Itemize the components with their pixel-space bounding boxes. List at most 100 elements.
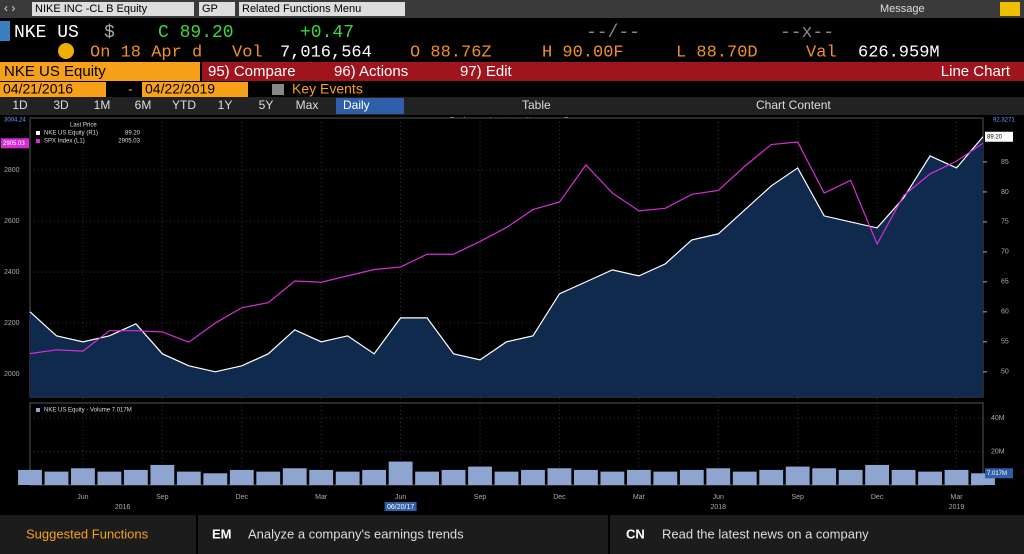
legend-label: SPX Index (L1) — [44, 139, 85, 145]
area — [30, 136, 983, 397]
x-tick-label: Dec — [553, 494, 566, 501]
x-tick-label: Mar — [950, 494, 963, 501]
year-label: 2018 — [710, 504, 726, 511]
y2-tick-label: 85 — [1001, 159, 1009, 166]
volume-bar — [150, 464, 175, 485]
volume-bar — [706, 468, 731, 485]
cursor-box — [384, 502, 417, 511]
y2-tick-label: 50 — [1001, 369, 1009, 376]
size: --x-- — [780, 23, 834, 43]
x-tick-label: Mar — [315, 494, 328, 501]
start: 04/21/2016 — [3, 81, 73, 97]
line — [29, 136, 984, 373]
compare[interactable]: 95) Compare — [208, 63, 296, 80]
volume-bar — [785, 466, 810, 485]
table[interactable]: Table — [522, 98, 551, 112]
footer — [0, 515, 1024, 554]
clock-icon — [58, 43, 74, 59]
y2-tick-label: 60 — [1001, 309, 1009, 316]
volume-bar — [18, 469, 42, 485]
y2-tick-label: 70 — [1001, 249, 1009, 256]
volume-bar — [97, 471, 122, 485]
quote-marker — [0, 21, 10, 41]
volume-bar — [944, 469, 969, 485]
line — [29, 141, 984, 355]
year-label: 2019 — [949, 504, 965, 511]
fn-text[interactable]: Analyze a company's earnings trends — [248, 526, 464, 541]
period[interactable]: 1D — [12, 98, 28, 112]
volume-bar — [494, 471, 519, 485]
y-tick-label: 2000 — [4, 371, 20, 378]
y2-tick-label: 55 — [1001, 339, 1009, 346]
fn-code[interactable]: CN — [626, 526, 645, 541]
year-label: 2016 — [115, 504, 131, 511]
key-events-check[interactable] — [272, 84, 284, 95]
volume-bar — [256, 471, 281, 485]
volume-bar — [388, 461, 413, 485]
last-tag — [1, 138, 29, 149]
equity: NKE US Equity — [4, 63, 106, 80]
actions[interactable]: 96) Actions — [334, 63, 408, 80]
volume-bar — [865, 464, 890, 485]
period[interactable]: 3D — [53, 98, 69, 112]
chart-content[interactable]: Chart Content — [756, 98, 831, 112]
period[interactable]: 6M — [135, 98, 152, 112]
y2-tick-label: 40M — [991, 415, 1005, 422]
toolbar-bar — [202, 62, 1024, 81]
volume-bar — [176, 471, 201, 485]
x-tick-label: Sep — [156, 494, 169, 501]
end-box[interactable] — [142, 82, 248, 97]
help[interactable] — [1000, 2, 1020, 16]
volume-bar — [732, 471, 757, 485]
volume-bar — [44, 471, 69, 485]
legend-swatch — [36, 139, 40, 143]
security-box[interactable] — [32, 2, 194, 16]
gp-box[interactable] — [199, 2, 235, 16]
period[interactable]: YTD — [172, 98, 196, 112]
volume-bar — [335, 471, 360, 485]
volume-bar — [838, 469, 863, 485]
nav-arrows[interactable]: ‹ › — [4, 1, 15, 15]
last-tag — [985, 468, 1013, 479]
last-tag-label: 7.017M — [987, 471, 1007, 477]
x-tick-label: Sep — [474, 494, 487, 501]
legend-label: NKE US Equity (R1) — [44, 131, 98, 137]
high: H 90.00F — [542, 43, 624, 62]
volume-bar — [309, 469, 334, 485]
last: C 89.20 — [158, 23, 234, 43]
y2-tick-label: 65 — [1001, 279, 1009, 286]
legend-swatch — [36, 131, 40, 135]
edit[interactable]: 97) Edit — [460, 63, 513, 80]
y2-limit-label: 92.3271 — [993, 118, 1015, 124]
chart-type: Line Chart — [941, 63, 1011, 80]
daily-box[interactable] — [336, 98, 404, 114]
x-tick-label: Mar — [633, 494, 646, 501]
fn-text[interactable]: Read the latest news on a company — [662, 526, 869, 541]
volume-bar — [282, 468, 307, 485]
volume-bar — [71, 468, 95, 485]
period[interactable]: Max — [296, 98, 319, 112]
val-label: Val — [806, 43, 837, 62]
cursor-label: 06/20/17 — [387, 504, 414, 511]
volume-bar — [415, 471, 439, 485]
volume-bar — [891, 469, 916, 485]
period[interactable]: 1M — [94, 98, 111, 112]
y-tick-label: 2200 — [4, 320, 20, 327]
message[interactable]: Message — [880, 3, 925, 15]
open: O 88.76Z — [410, 43, 492, 62]
period[interactable]: 1Y — [218, 98, 233, 112]
volume-bar — [918, 471, 942, 485]
period[interactable]: 5Y — [259, 98, 274, 112]
menu-box[interactable] — [239, 2, 405, 16]
period-bar — [0, 97, 1024, 115]
ticker: NKE US — [14, 23, 79, 43]
y-tick-label: 2400 — [4, 269, 20, 276]
fn-code[interactable]: EM — [212, 526, 232, 541]
legend-swatch — [36, 408, 40, 412]
suggested: Suggested Functions — [26, 526, 149, 541]
start-box[interactable] — [0, 82, 106, 97]
low: L 88.70D — [676, 43, 758, 62]
legend-value: 89.20 — [125, 131, 141, 137]
footer-sep — [608, 515, 610, 554]
